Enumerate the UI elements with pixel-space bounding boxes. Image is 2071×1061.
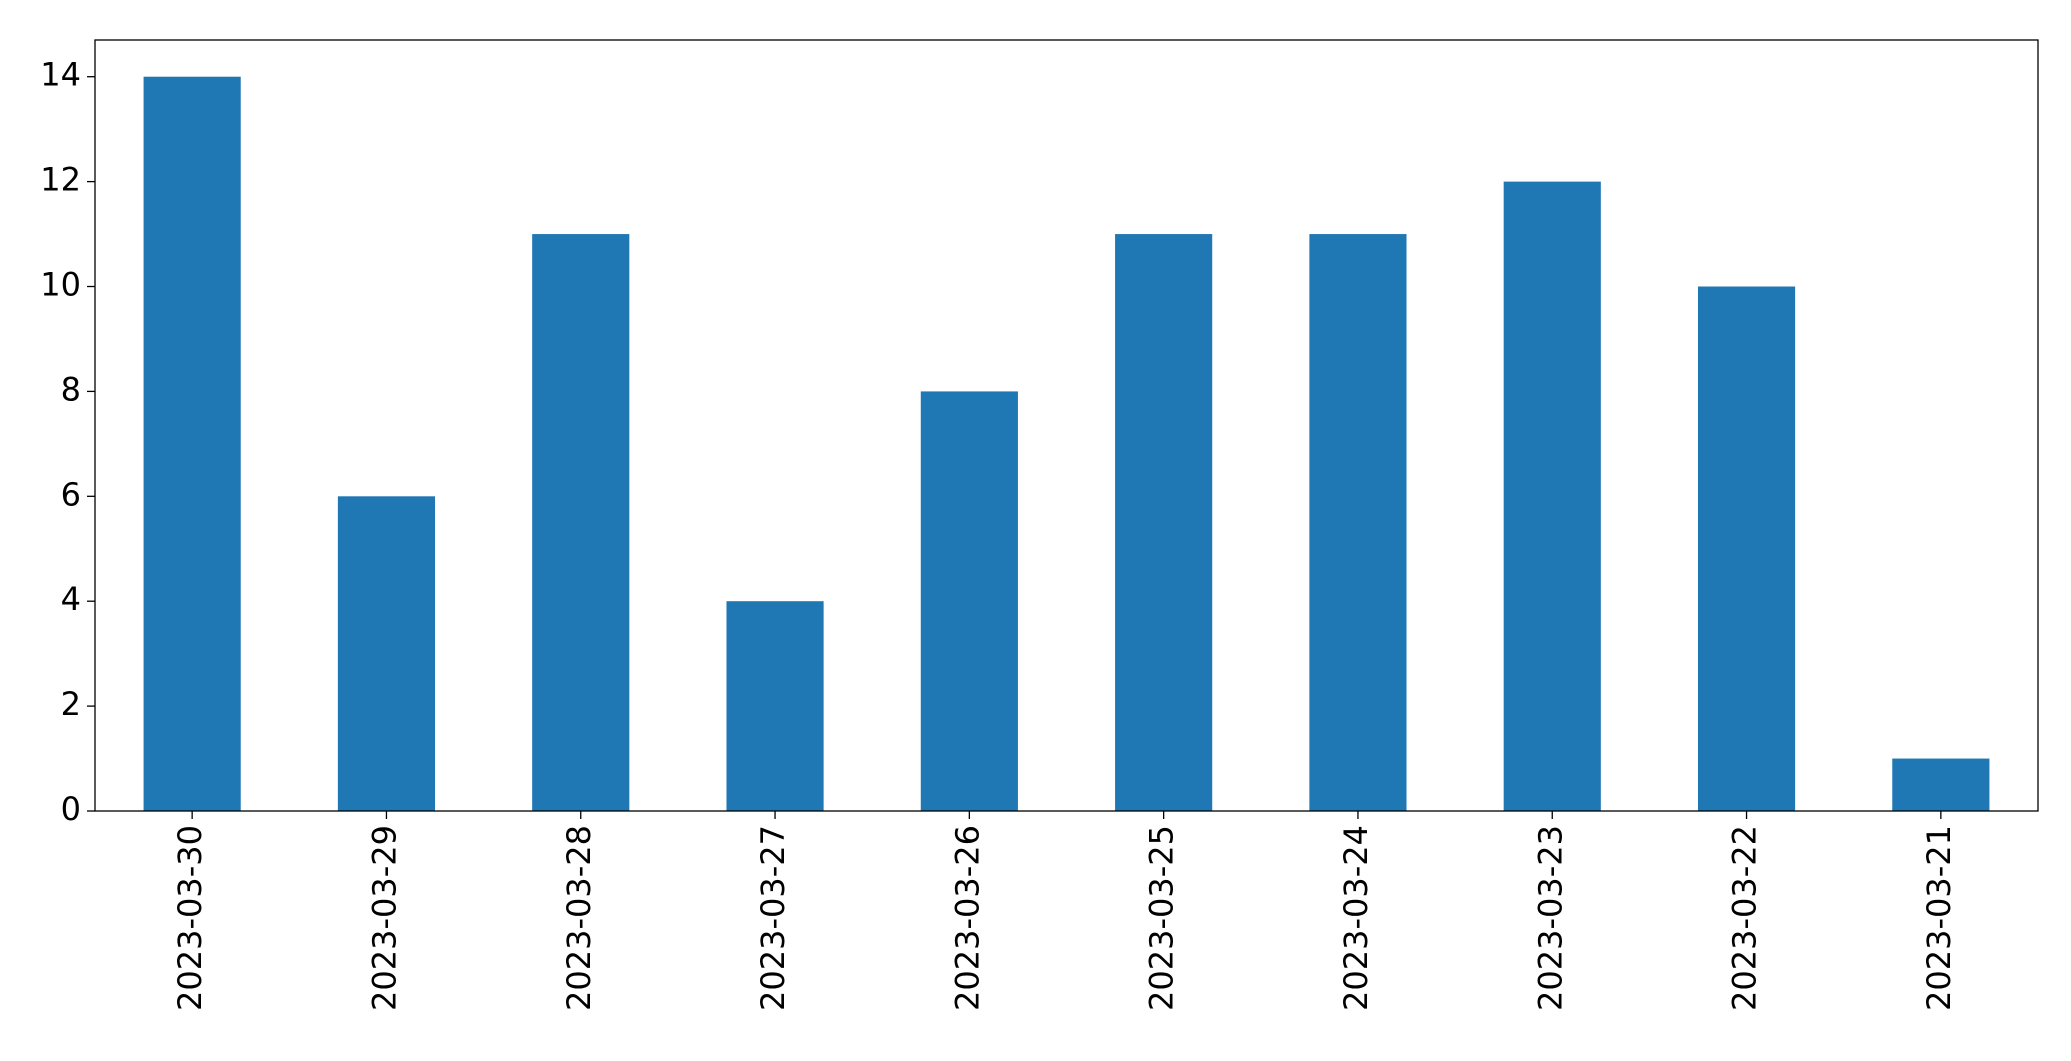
bar [1115, 234, 1213, 811]
bar [1503, 181, 1601, 811]
x-tick-label: 2023-03-26 [948, 825, 986, 1011]
y-tick-label: 6 [61, 475, 81, 513]
y-tick-label: 2 [61, 685, 81, 723]
x-tick-label: 2023-03-30 [171, 825, 209, 1011]
bar [143, 76, 241, 811]
plot-frame [94, 39, 2039, 812]
x-tick-label: 2023-03-21 [1920, 825, 1958, 1011]
bar [920, 391, 1018, 811]
x-tick-label: 2023-03-27 [754, 825, 792, 1011]
y-tick-label: 12 [40, 161, 81, 199]
bar [337, 496, 436, 811]
bar [1309, 234, 1407, 811]
bar [532, 234, 630, 811]
y-tick-label: 8 [61, 370, 81, 408]
y-tick-label: 4 [61, 580, 81, 618]
y-tick-label: 14 [40, 56, 81, 94]
bar [1892, 758, 1990, 811]
x-tick-label: 2023-03-22 [1726, 825, 1764, 1011]
x-tick-label: 2023-03-25 [1143, 825, 1181, 1011]
y-tick-label: 10 [40, 266, 81, 304]
bar [726, 601, 824, 811]
bar [1697, 286, 1796, 811]
x-tick-label: 2023-03-24 [1337, 825, 1375, 1011]
x-tick-label: 2023-03-28 [560, 825, 598, 1011]
y-tick-label: 0 [61, 790, 81, 828]
x-tick-label: 2023-03-23 [1531, 825, 1569, 1011]
x-tick-label: 2023-03-29 [365, 825, 403, 1011]
